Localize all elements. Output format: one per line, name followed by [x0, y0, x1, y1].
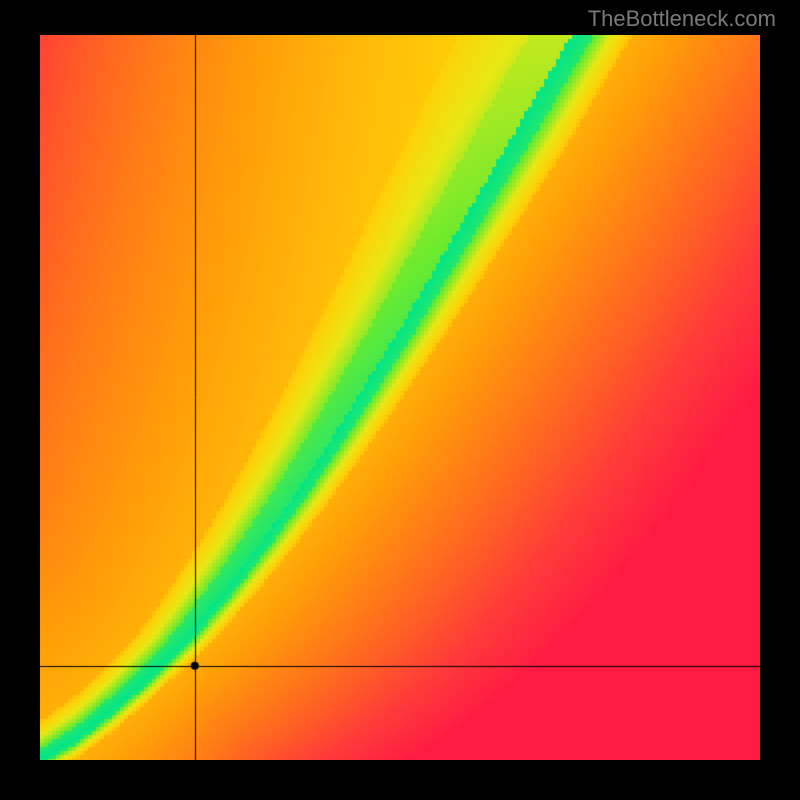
chart-container: TheBottleneck.com	[0, 0, 800, 800]
heatmap-canvas	[40, 35, 760, 760]
heatmap-plot	[40, 35, 760, 760]
watermark-text: TheBottleneck.com	[588, 6, 776, 32]
